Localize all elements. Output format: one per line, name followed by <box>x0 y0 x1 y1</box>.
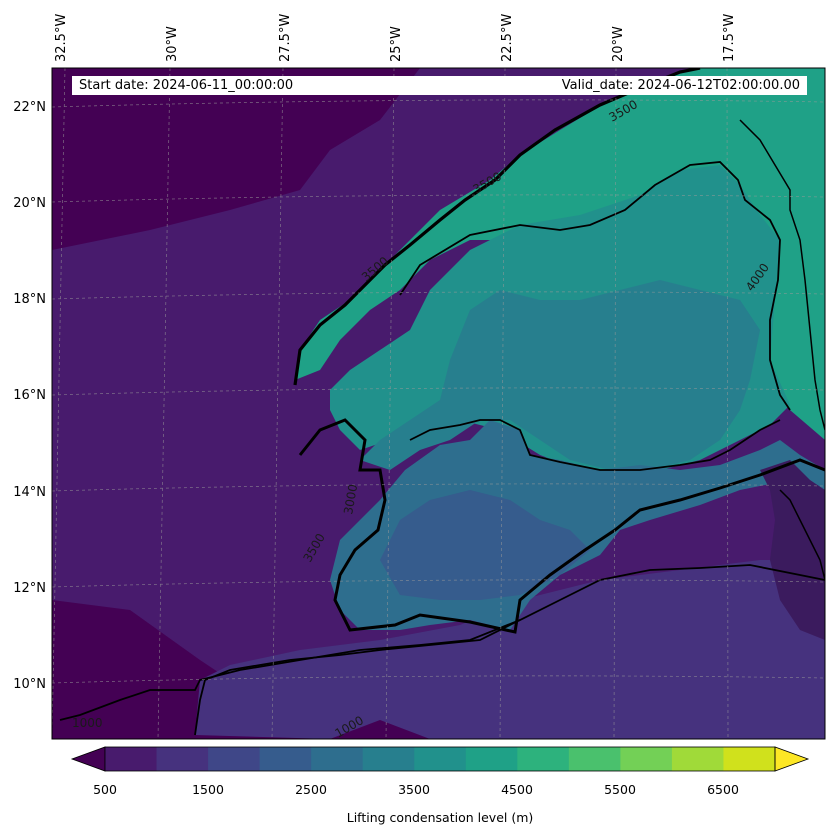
lat-label: 18°N <box>13 292 46 307</box>
colorbar-ticks: 500 1500 2500 3500 4500 5500 6500 <box>93 782 739 797</box>
lon-label: 27.5°W <box>278 14 293 62</box>
colorbar-segment <box>465 747 518 771</box>
colorbar-frame <box>104 746 776 772</box>
field-1500-south <box>195 560 825 739</box>
colorbar-segment <box>620 747 673 771</box>
lon-label: 22.5°W <box>500 14 515 62</box>
contour-3500-south <box>298 418 825 634</box>
colorbar-label: Lifting condensation level (m) <box>347 810 534 825</box>
contour-1000-low <box>194 619 521 736</box>
colorbar-tick-label: 1500 <box>192 782 224 797</box>
lon-label: 32.5°W <box>54 14 69 62</box>
field-3500 <box>360 280 760 470</box>
lat-label: 22°N <box>13 100 46 115</box>
colorbar-segment <box>362 747 415 771</box>
colorbar-tick-label: 4500 <box>501 782 533 797</box>
contour-east-land <box>779 489 825 581</box>
colorbar-segment <box>156 747 209 771</box>
valid-date: Valid_date: 2024-06-12T02:00:00.00 <box>561 78 800 93</box>
colorbar-segment <box>105 747 158 771</box>
colorbar-segment <box>517 747 570 771</box>
field-4500 <box>295 68 825 440</box>
lon-label: 17.5°W <box>722 14 737 62</box>
colorbar-segment <box>723 747 776 771</box>
colorbar-segment <box>414 747 467 771</box>
date-info-box: Start date: 2024-06-11_00:00:00 Valid_da… <box>72 76 807 95</box>
contour-4000 <box>399 161 791 411</box>
lat-label: 12°N <box>13 581 46 596</box>
colorbar-tick-label: 3500 <box>398 782 430 797</box>
colorbar-tick-label: 500 <box>93 782 117 797</box>
start-date: Start date: 2024-06-11_00:00:00 <box>79 78 294 93</box>
contour-label: 1000 <box>72 716 103 730</box>
colorbar-tick-label: 6500 <box>707 782 739 797</box>
colorbar-tick-label: 2500 <box>295 782 327 797</box>
graticule <box>52 68 825 739</box>
field-land-east <box>760 460 825 640</box>
lat-label: 20°N <box>13 196 46 211</box>
lat-label: 10°N <box>13 677 46 692</box>
colorbar-segment <box>568 747 621 771</box>
lat-label: 14°N <box>13 485 46 500</box>
colorbar <box>70 746 810 772</box>
contour-label: 3000 <box>341 483 360 516</box>
field-2500 <box>380 490 590 600</box>
colorbar-extend-low <box>70 746 106 772</box>
colorbar-segment <box>671 747 724 771</box>
colorbar-segment <box>311 747 364 771</box>
contour-4000-inner <box>409 419 781 471</box>
contour-1000-south <box>59 564 825 721</box>
lon-label: 25°W <box>389 26 404 62</box>
lon-label: 20°W <box>611 26 626 62</box>
contour-3500-boundary <box>293 68 701 386</box>
map-frame <box>51 67 826 740</box>
field-500-north <box>52 68 420 250</box>
colorbar-segment <box>259 747 312 771</box>
colorbar-segment <box>208 747 261 771</box>
map-plot-area: 1000 1000 4000 3500 3500 3500 3500 3000 <box>52 68 825 739</box>
lat-label: 16°N <box>13 388 46 403</box>
colorbar-tick-label: 5500 <box>604 782 636 797</box>
colorbar-extend-high <box>774 746 810 772</box>
lon-label: 30°W <box>165 26 180 62</box>
longitude-labels: 32.5°W 30°W 27.5°W 25°W 22.5°W 20°W 17.5… <box>54 14 737 62</box>
latitude-labels: 22°N 20°N 18°N 16°N 14°N 12°N 10°N <box>13 100 46 692</box>
